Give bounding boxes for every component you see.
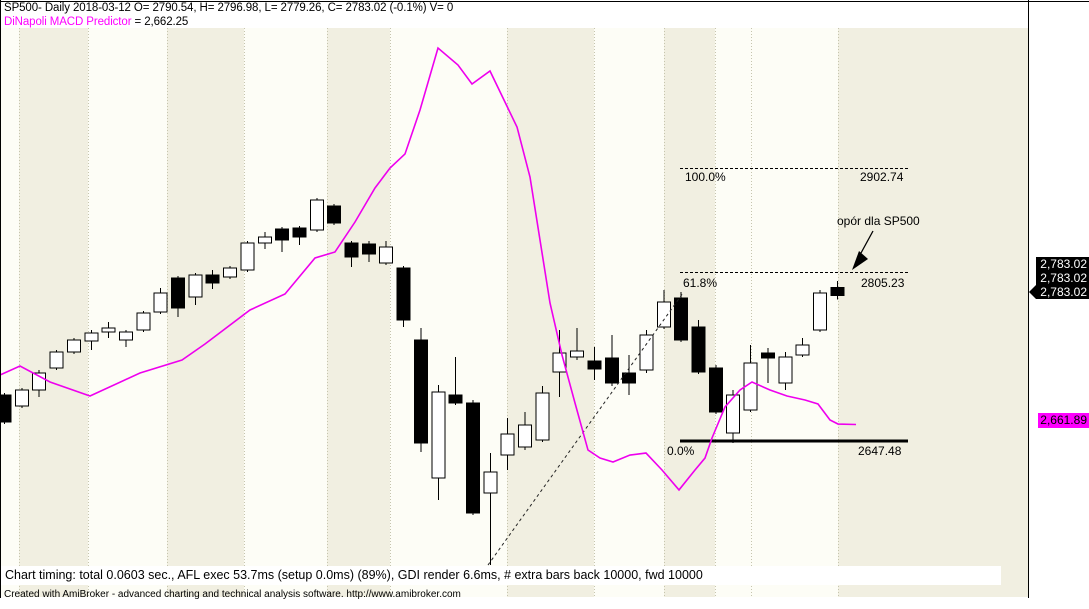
candle-down [396, 267, 411, 321]
candle-up [812, 292, 827, 331]
candle-up [379, 246, 394, 264]
annotation-arrow-head[interactable] [852, 251, 868, 270]
candle-up [136, 312, 151, 331]
week-band [167, 28, 244, 597]
candle-up [309, 199, 324, 231]
candle-up [483, 471, 498, 494]
candle-up [726, 394, 741, 434]
candle-down [361, 243, 376, 255]
candle-up [188, 274, 203, 298]
candle-down [327, 205, 342, 224]
candle-up [257, 236, 272, 244]
week-band [838, 28, 1028, 597]
candle-up [570, 350, 585, 358]
price-axis-label-close-1: 2,783.02 [1036, 257, 1089, 271]
week-band [664, 28, 715, 597]
fib-100-price-label: 2902.74 [860, 170, 904, 184]
candle-down [448, 394, 463, 404]
candle-up [431, 391, 446, 479]
candle-up [223, 267, 238, 278]
candle-down [587, 360, 602, 370]
footer-credit: Created with AmiBroker - advanced charti… [4, 589, 461, 600]
macd-predictor-line [0, 46, 857, 492]
trendline[interactable] [487, 292, 684, 566]
candle-up [795, 344, 810, 356]
candle-up [66, 339, 81, 353]
candle-up [778, 356, 793, 384]
annotation-text[interactable]: opór dla SP500 [837, 214, 920, 228]
candle-up [240, 242, 255, 271]
candle-down [674, 297, 689, 341]
candle-down [344, 242, 359, 258]
indicator-name: DiNapoli MACD Predictor [4, 16, 132, 28]
status-bar: Chart timing: total 0.0603 sec., AFL exe… [1, 566, 1001, 585]
chart-title: SP500- Daily 2018-03-12 O= 2790.54, H= 2… [4, 2, 454, 14]
annotation-arrow-line[interactable] [860, 230, 874, 254]
fib-618-price-label: 2805.23 [861, 276, 905, 290]
price-axis-label-close-3: 2,783.02 [1029, 285, 1089, 299]
week-band [19, 28, 88, 597]
candle-up [535, 392, 550, 441]
week-band [1, 28, 19, 597]
week-band [507, 28, 594, 597]
candle-down [275, 228, 290, 241]
candle-down [691, 326, 706, 373]
week-band [244, 28, 327, 597]
candle-up [118, 331, 133, 341]
candle-down [205, 274, 220, 284]
candle-down [292, 227, 307, 238]
candle-up [639, 334, 654, 371]
title-strip-bg [1, 1, 1028, 28]
indicator-value: = 2,662.25 [131, 16, 189, 28]
fib-0-pct-label: 0.0% [667, 444, 695, 458]
candle-down [604, 357, 619, 384]
candle-up [84, 332, 99, 342]
candle-up [500, 433, 515, 456]
candle-up [518, 424, 532, 448]
fib-100-pct-label: 100.0% [685, 170, 726, 184]
fib-0-price-label: 2647.48 [858, 444, 902, 458]
candle-up [656, 301, 671, 328]
candle-up [153, 292, 168, 313]
candle-down [0, 394, 12, 423]
candle-down [465, 402, 480, 514]
candle-up [101, 327, 116, 333]
candle-up [49, 351, 64, 369]
candle-down [171, 277, 185, 309]
price-axis-pointer-icon [1029, 285, 1036, 299]
week-band [594, 28, 664, 597]
week-band [327, 28, 390, 597]
indicator-title: DiNapoli MACD Predictor = 2,662.25 [4, 16, 188, 28]
fib-618-pct-label: 61.8% [683, 276, 718, 290]
candle-down [760, 352, 775, 359]
candle-down [830, 287, 845, 297]
candle-down [708, 367, 723, 413]
candle-down [413, 339, 428, 444]
price-axis-label-close-2: 2,783.02 [1036, 271, 1089, 285]
price-axis-label-indicator: 2,661.89 [1038, 413, 1089, 428]
candle-up [14, 389, 29, 407]
